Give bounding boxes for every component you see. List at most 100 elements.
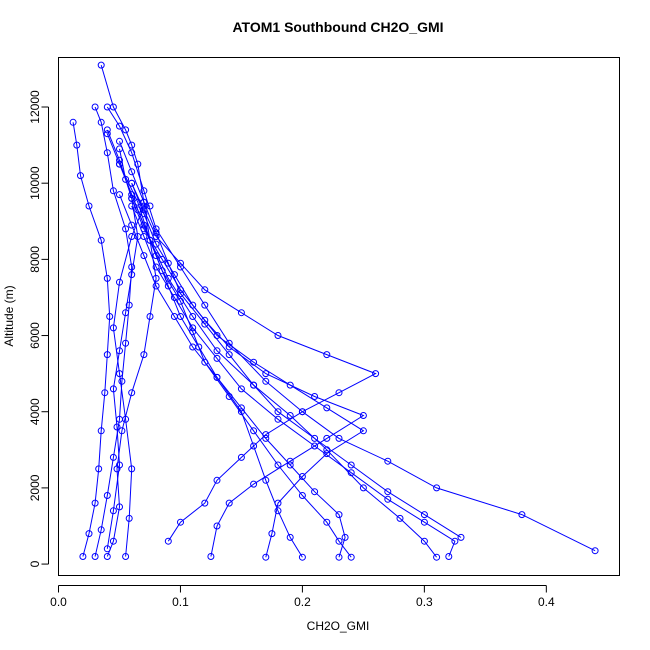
data-point — [116, 370, 123, 378]
data-point — [116, 191, 123, 199]
data-point — [457, 533, 465, 541]
data-point — [225, 351, 233, 359]
x-axis-label: CH2O_GMI — [307, 619, 370, 633]
series-line — [72, 122, 111, 557]
data-point — [250, 480, 258, 488]
data-point — [116, 156, 123, 164]
data-point — [85, 202, 93, 210]
data-point — [225, 499, 233, 507]
data-point — [420, 511, 428, 519]
data-point — [262, 476, 270, 484]
data-point — [323, 404, 331, 412]
data-point — [116, 145, 123, 153]
x-tick-label: 0.1 — [172, 595, 189, 609]
data-point — [140, 351, 148, 359]
data-point — [79, 553, 87, 560]
data-point — [311, 434, 319, 442]
data-point — [177, 297, 184, 305]
data-point — [103, 103, 111, 111]
data-point — [170, 313, 178, 320]
data-point — [335, 389, 343, 397]
data-point — [177, 259, 184, 267]
data-point — [128, 389, 136, 397]
data-point — [122, 175, 130, 183]
data-point — [189, 301, 197, 309]
data-point — [268, 530, 276, 538]
y-tick-label: 10000 — [28, 166, 42, 200]
plot-area — [69, 61, 599, 561]
data-point — [274, 332, 282, 339]
data-point — [359, 427, 367, 435]
data-point — [201, 301, 209, 309]
data-point — [152, 233, 160, 240]
data-point — [103, 351, 111, 359]
series-line — [106, 106, 596, 552]
series-line — [100, 64, 157, 557]
plot-frame — [58, 57, 620, 576]
data-point — [91, 499, 99, 507]
y-tick-label: 4000 — [28, 398, 42, 425]
data-point — [97, 526, 105, 534]
data-point — [116, 122, 123, 130]
data-point — [125, 301, 133, 309]
data-point — [146, 202, 154, 210]
data-point — [106, 313, 114, 320]
data-point — [152, 282, 160, 290]
data-point — [433, 484, 441, 492]
data-point — [113, 423, 121, 431]
data-point — [128, 149, 136, 157]
data-point — [97, 61, 105, 69]
data-point — [128, 168, 136, 176]
y-tick-label: 0 — [28, 560, 42, 567]
data-point — [118, 377, 126, 385]
data-point — [286, 533, 294, 541]
data-point — [591, 547, 599, 555]
data-point — [91, 103, 99, 111]
data-point — [213, 332, 221, 339]
data-point — [177, 518, 184, 526]
data-point — [262, 370, 270, 378]
data-point — [207, 553, 215, 560]
data-point — [122, 225, 130, 233]
data-point — [323, 351, 331, 359]
data-point — [128, 263, 136, 271]
data-point — [323, 450, 331, 458]
data-point — [140, 252, 148, 260]
data-point — [262, 553, 270, 561]
data-point — [335, 553, 343, 561]
data-point — [116, 278, 123, 286]
data-point — [237, 385, 245, 393]
data-point — [372, 370, 380, 378]
data-point — [262, 434, 270, 442]
data-point — [91, 553, 99, 560]
data-point — [311, 393, 319, 400]
data-point — [347, 469, 355, 477]
data-point — [262, 377, 270, 385]
data-point — [103, 274, 111, 282]
data-point — [445, 553, 453, 560]
data-point — [201, 286, 209, 294]
data-point — [341, 533, 349, 541]
data-point — [97, 236, 105, 244]
data-point — [128, 271, 136, 279]
chart-title: ATOM1 Southbound CH2O_GMI — [232, 19, 443, 35]
data-point — [97, 118, 105, 126]
data-point — [146, 313, 154, 320]
data-point — [347, 553, 355, 561]
data-point — [384, 457, 392, 465]
data-point — [347, 461, 355, 469]
data-point — [323, 518, 331, 526]
data-point — [433, 553, 441, 561]
y-tick-label: 6000 — [28, 322, 42, 349]
data-point — [103, 545, 111, 553]
data-point — [250, 427, 258, 435]
data-point — [274, 461, 282, 469]
data-point — [103, 553, 111, 560]
y-tick-label: 2000 — [28, 474, 42, 501]
data-point — [518, 511, 526, 519]
data-point — [286, 461, 294, 469]
data-point — [134, 233, 142, 240]
data-point — [420, 537, 428, 545]
data-point — [164, 259, 172, 267]
